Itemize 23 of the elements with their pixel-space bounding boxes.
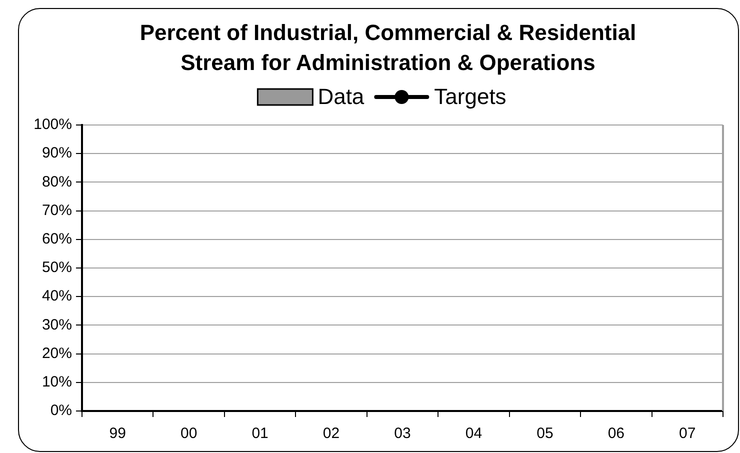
- y-tick-label: 10%: [42, 374, 72, 391]
- x-tick-label: 04: [465, 425, 482, 442]
- y-tick-label: 40%: [42, 288, 72, 305]
- x-tick-label: 06: [608, 425, 625, 442]
- y-tick-label: 90%: [42, 144, 72, 162]
- y-tick-label: 0%: [50, 402, 72, 420]
- legend-label: Targets: [434, 84, 506, 110]
- y-tick-label: 50%: [42, 259, 72, 276]
- x-tick-label: 00: [180, 425, 198, 442]
- x-tick-label: 05: [536, 425, 554, 442]
- chart-title: Percent of Industrial, Commercial & Residential Stream for Administration & Operations: [138, 19, 638, 77]
- x-tick-label: 02: [322, 425, 340, 442]
- y-tick-label: 60%: [42, 230, 72, 248]
- x-tick-label: 07: [679, 425, 696, 442]
- x-tick-label: 03: [394, 425, 411, 442]
- y-tick-label: 80%: [42, 173, 72, 190]
- legend-label: Data: [318, 84, 365, 110]
- x-tick-label: 01: [252, 425, 268, 442]
- y-tick-label: 30%: [42, 316, 72, 334]
- y-tick-label: 20%: [42, 344, 72, 362]
- y-tick-label: 100%: [34, 116, 72, 134]
- y-tick-label: 70%: [42, 202, 72, 219]
- x-tick-label: 99: [109, 425, 126, 442]
